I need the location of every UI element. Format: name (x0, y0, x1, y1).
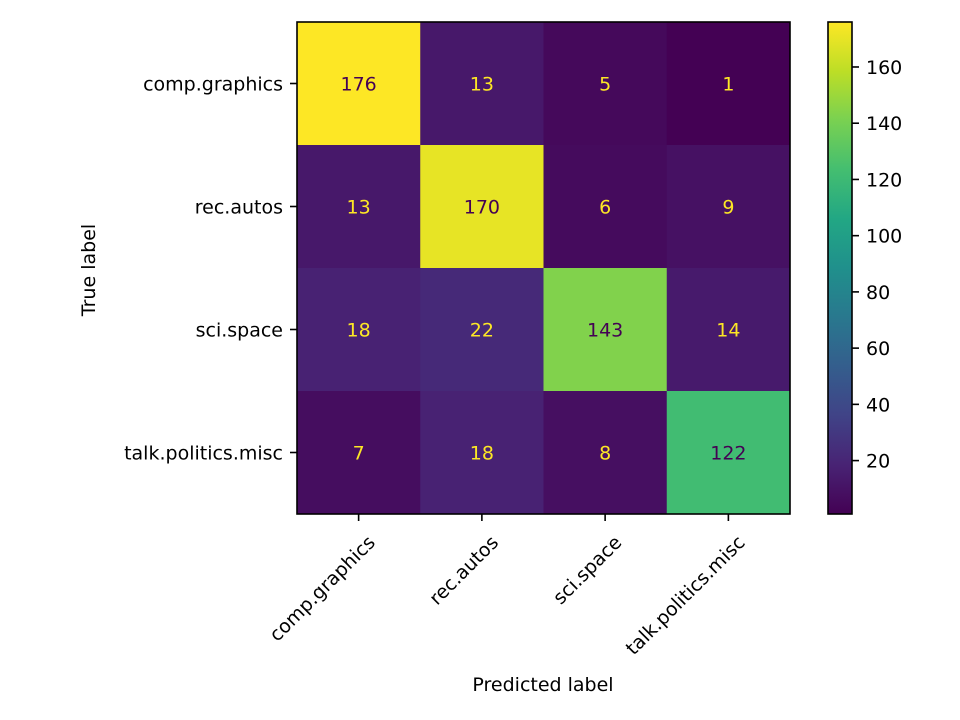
colorbar-tick-label: 160 (866, 57, 902, 79)
heatmap-cells (297, 22, 791, 515)
colorbar-tick-label: 80 (866, 282, 890, 304)
heatmap-cell-labels: 176 13 5 1 13 170 6 9 18 22 143 14 7 18 8 122 (340, 74, 746, 465)
colorbar-tick-label: 100 (866, 226, 902, 248)
cell-value-label: 1 (722, 74, 734, 96)
heatmap-cell (297, 268, 421, 392)
heatmap-cell (297, 391, 421, 515)
cell-value-label: 9 (722, 197, 734, 219)
cell-value-label: 143 (587, 320, 623, 342)
x-axis-ticks: comp.graphics rec.autos sci.spacetalk.poli… (265, 514, 750, 660)
x-tick-label: talk.politics.misc (622, 532, 750, 660)
heatmap-cell (297, 22, 421, 146)
colorbar-tick-label: 20 (866, 451, 890, 473)
heatmap-cell (543, 22, 668, 146)
cell-value-label: 122 (710, 443, 746, 465)
heatmap-cell (666, 22, 791, 146)
cell-value-label: 6 (599, 197, 611, 219)
y-tick-label: talk.politics.misc (124, 443, 283, 465)
plot-frame (296, 21, 791, 515)
heatmap-cell (543, 145, 668, 269)
heatmap-cell (666, 145, 791, 269)
cell-value-label: 14 (716, 320, 740, 342)
colorbar-tick-label: 40 (866, 394, 890, 416)
cell-value-label: 13 (470, 74, 494, 96)
cell-value-label: 170 (464, 197, 500, 219)
cell-value-label: 8 (599, 443, 611, 465)
heatmap-cell (543, 268, 668, 392)
colorbar-tick-label: 120 (866, 169, 902, 191)
x-axis-label: Predicted label (472, 674, 613, 696)
colorbar-frame (827, 21, 853, 515)
cell-value-label: 18 (470, 443, 494, 465)
y-tick-label: sci.space (196, 320, 283, 342)
y-axis-label: True label (78, 224, 100, 317)
cell-value-label: 176 (340, 74, 376, 96)
cell-value-label: 13 (347, 197, 371, 219)
x-tick-label: rec.autos (425, 532, 503, 610)
cell-value-label: 5 (599, 74, 611, 96)
cell-value-label: 22 (470, 320, 494, 342)
heatmap-cell (420, 145, 544, 269)
colorbar-ticks: 20 40 60 80 100 120 140 160 (852, 57, 902, 473)
colorbar (828, 22, 852, 514)
colorbar-tick-label: 140 (866, 113, 902, 135)
heatmap-cell (543, 391, 668, 515)
cell-value-label: 7 (353, 443, 365, 465)
heatmap-cell (666, 391, 791, 515)
y-axis-ticks: comp.graphics rec.autos sci.space talk.poli… (124, 74, 297, 465)
heatmap-cell (297, 145, 421, 269)
colorbar-tick-label: 60 (866, 338, 890, 360)
heatmap-cell (666, 268, 791, 392)
heatmap-cell (420, 391, 544, 515)
x-tick-label: sci.space (549, 532, 626, 609)
y-tick-label: rec.autos (195, 197, 283, 219)
heatmap-cell (420, 268, 544, 392)
cell-value-label: 18 (347, 320, 371, 342)
heatmap-cell (420, 22, 544, 146)
y-tick-label: comp.graphics (143, 74, 283, 96)
x-tick-label: comp.graphics (265, 532, 379, 646)
